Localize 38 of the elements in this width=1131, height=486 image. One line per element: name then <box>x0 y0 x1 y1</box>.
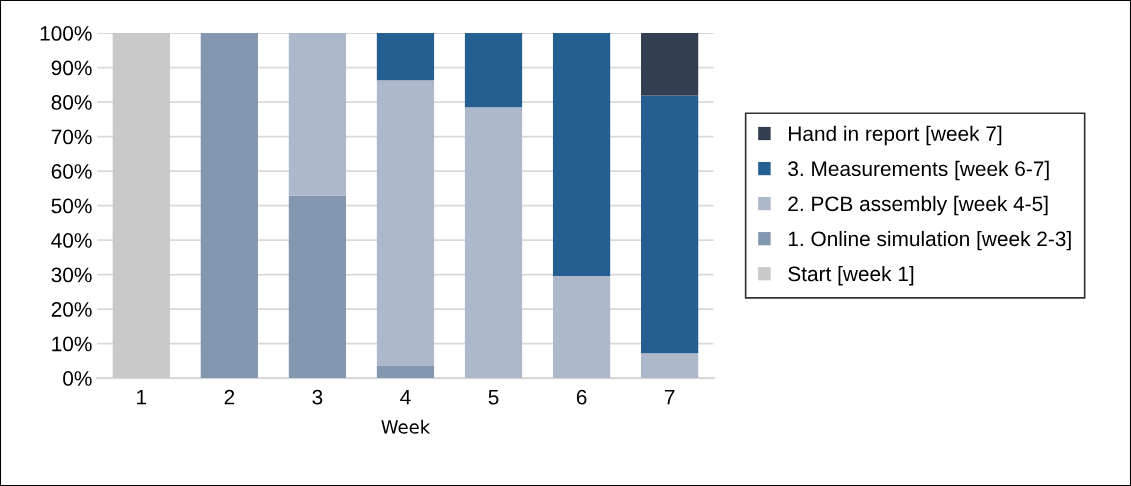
y-tick-label: 40% <box>51 233 92 248</box>
x-tick-label: 6 <box>576 389 587 405</box>
legend-label: Hand in report [week 7] <box>789 125 1002 146</box>
y-tick-label: 90% <box>51 60 92 76</box>
bar <box>112 33 170 379</box>
bar <box>552 275 611 379</box>
bar <box>552 33 611 276</box>
y-tick-label: 10% <box>52 336 92 352</box>
x-tick-label: 5 <box>488 389 499 405</box>
legend-label: 2. PCB assembly [week 4-5] <box>788 195 1048 216</box>
x-axis-title: Week <box>381 419 431 434</box>
bar <box>641 95 699 354</box>
bar <box>200 33 258 379</box>
y-tick-label: 50% <box>51 198 92 214</box>
x-tick-label: 7 <box>664 389 675 405</box>
bar <box>288 33 347 196</box>
legend-label: Start [week 1] <box>788 265 914 286</box>
legend-label: 3. Measurements [week 6-7] <box>788 160 1049 181</box>
bar <box>464 107 523 379</box>
legend-label: 1. Online simulation [week 2-3] <box>788 230 1071 251</box>
bar <box>288 195 347 379</box>
bar <box>376 366 435 379</box>
x-tick-label: 1 <box>137 389 147 405</box>
bar <box>464 33 523 108</box>
x-tick-label: 3 <box>312 389 323 405</box>
y-tick-label: 80% <box>51 95 92 110</box>
y-tick-label: 60% <box>51 164 92 179</box>
bar <box>641 353 699 379</box>
bar <box>376 33 435 81</box>
y-tick-label: 30% <box>51 267 92 283</box>
x-tick-label: 2 <box>224 389 235 405</box>
x-tick-label: 4 <box>400 389 411 405</box>
y-tick-label: 20% <box>51 302 92 317</box>
bar <box>376 80 435 367</box>
bar <box>641 33 699 96</box>
y-tick-label: 100% <box>40 26 92 41</box>
y-tick-label: 0% <box>63 371 92 386</box>
y-tick-label: 70% <box>51 129 92 145</box>
